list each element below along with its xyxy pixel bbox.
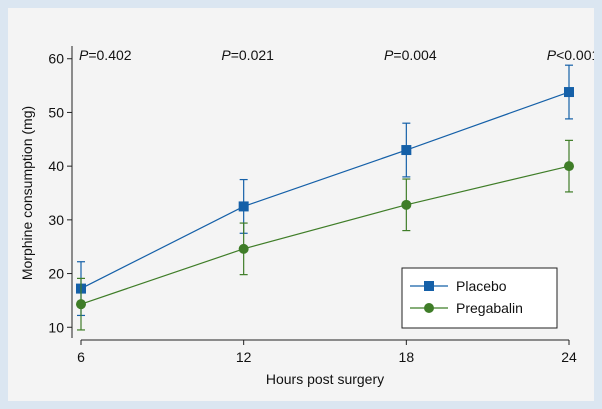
series-line xyxy=(80,91,570,290)
legend-marker-circle xyxy=(424,303,434,313)
y-tick-label: 30 xyxy=(48,212,64,228)
p-value-label: P<0.001 xyxy=(547,47,594,63)
legend-marker-square xyxy=(424,281,434,291)
series-line xyxy=(80,165,570,305)
figure-frame: 10 20 30 40 50 60 6 12 18 24 Hours post surgery Mor… xyxy=(8,8,594,401)
y-tick-label: 60 xyxy=(48,51,64,67)
legend-label: Pregabalin xyxy=(456,300,523,316)
data-point-square xyxy=(401,145,412,156)
chart-panel: 10 20 30 40 50 60 6 12 18 24 Hours post surgery Mor… xyxy=(8,8,594,401)
data-point-circle xyxy=(401,199,412,210)
y-tick-label: 10 xyxy=(48,319,64,335)
axes: 10 20 30 40 50 60 6 12 18 24 Hours post surgery Mor… xyxy=(19,46,577,387)
p-value-annotations: P=0.402 P=0.021 P=0.004 P<0.001 xyxy=(79,47,594,63)
p-value-label: P=0.004 xyxy=(384,47,437,63)
series-pregabalin xyxy=(76,139,574,331)
x-axis-title: Hours post surgery xyxy=(266,371,384,387)
x-tick-label: 24 xyxy=(561,349,577,365)
x-tick-label: 6 xyxy=(77,349,85,365)
p-value-label: P=0.021 xyxy=(221,47,274,63)
data-point-square xyxy=(564,87,574,98)
legend-label: Placebo xyxy=(456,278,507,294)
series-layer xyxy=(76,64,574,331)
legend-box xyxy=(401,267,558,329)
data-point-circle xyxy=(238,243,249,254)
x-tick-label: 18 xyxy=(399,349,415,365)
x-tick-label: 12 xyxy=(236,349,252,365)
y-tick-label: 50 xyxy=(48,104,64,120)
legend: Placebo Pregabalin xyxy=(401,267,558,329)
y-tick-label: 20 xyxy=(48,266,64,282)
y-axis-title: Morphine consumption (mg) xyxy=(19,106,35,280)
data-point-circle xyxy=(76,299,86,310)
p-value-label: P=0.402 xyxy=(79,47,132,63)
data-point-circle xyxy=(564,161,574,172)
data-point-square xyxy=(238,201,249,212)
y-tick-label: 40 xyxy=(48,158,64,174)
line-chart: 10 20 30 40 50 60 6 12 18 24 Hours post surgery Mor… xyxy=(19,46,594,387)
